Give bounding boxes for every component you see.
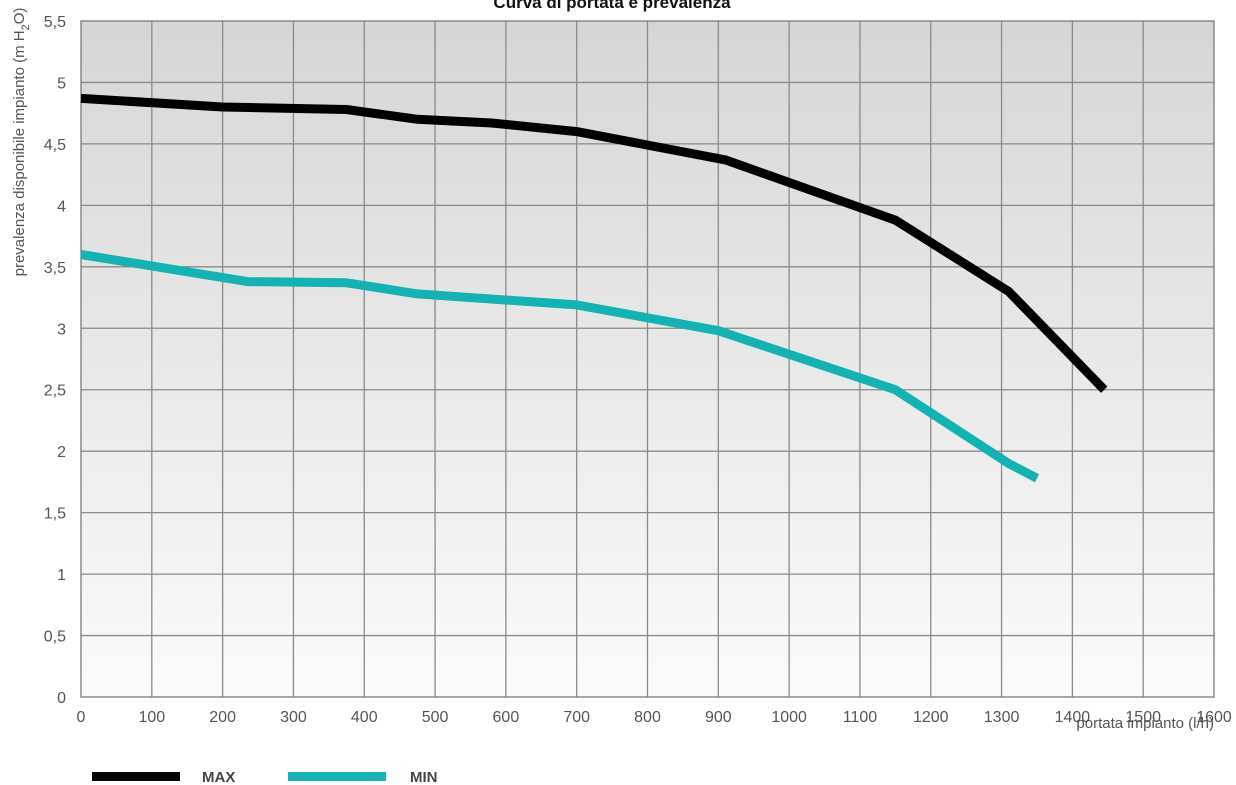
y-tick-label: 0,5 <box>44 629 66 646</box>
x-tick-label: 300 <box>280 709 307 726</box>
x-tick-label: 800 <box>634 709 661 726</box>
y-axis-label: prevalenza disponibile impianto (m H2O) <box>11 8 32 277</box>
x-tick-label: 100 <box>138 709 165 726</box>
plot-border <box>80 20 1215 698</box>
legend-label-min: MIN <box>410 769 438 785</box>
y-axis-label-end: O) <box>11 8 28 25</box>
y-tick-label: 3 <box>57 321 66 338</box>
x-tick-label: 1600 <box>1196 709 1232 726</box>
y-axis-label-sub: 2 <box>20 24 32 30</box>
x-tick-label: 1000 <box>771 709 807 726</box>
x-tick-label: 700 <box>563 709 590 726</box>
x-axis-label: portata impianto (l/h) <box>1076 715 1214 732</box>
x-tick-label: 1400 <box>1055 709 1091 726</box>
y-tick-label: 1 <box>57 567 66 584</box>
legend: MAX MIN <box>92 769 438 785</box>
y-tick-label: 2,5 <box>44 383 66 400</box>
x-tick-label: 600 <box>493 709 520 726</box>
y-tick-label: 5,5 <box>44 14 66 31</box>
x-tick-label: 1500 <box>1125 709 1161 726</box>
y-tick-label: 2 <box>57 444 66 461</box>
y-tick-label: 1,5 <box>44 506 66 523</box>
y-axis-label-main: prevalenza disponibile impianto (m H <box>11 30 28 276</box>
x-tick-label: 400 <box>351 709 378 726</box>
x-tick-label: 1100 <box>843 709 878 726</box>
y-tick-label: 4,5 <box>44 137 66 154</box>
series-line-max <box>80 93 1108 393</box>
legend-swatch-min <box>288 772 386 781</box>
x-tick-label: 0 <box>77 709 86 726</box>
legend-label-max: MAX <box>202 769 235 785</box>
x-tick-label: 1200 <box>913 709 949 726</box>
y-tick-label: 5 <box>57 75 66 92</box>
x-tick-label: 1300 <box>984 709 1020 726</box>
y-tick-label: 4 <box>57 198 66 215</box>
y-tick-label: 0 <box>57 690 66 707</box>
x-tick-label: 900 <box>705 709 732 726</box>
x-tick-label: 200 <box>209 709 236 726</box>
legend-swatch-max <box>92 772 180 781</box>
x-tick-label: 500 <box>422 709 449 726</box>
axes: 0 100 200 300 400 500 600 700 800 900 1000 1100 1200… <box>44 14 1232 726</box>
series-layer <box>80 93 1108 483</box>
series-line-min <box>80 250 1040 483</box>
chart-title: Curva di portata e prevalenza <box>493 0 731 12</box>
y-tick-label: 3,5 <box>44 260 66 277</box>
